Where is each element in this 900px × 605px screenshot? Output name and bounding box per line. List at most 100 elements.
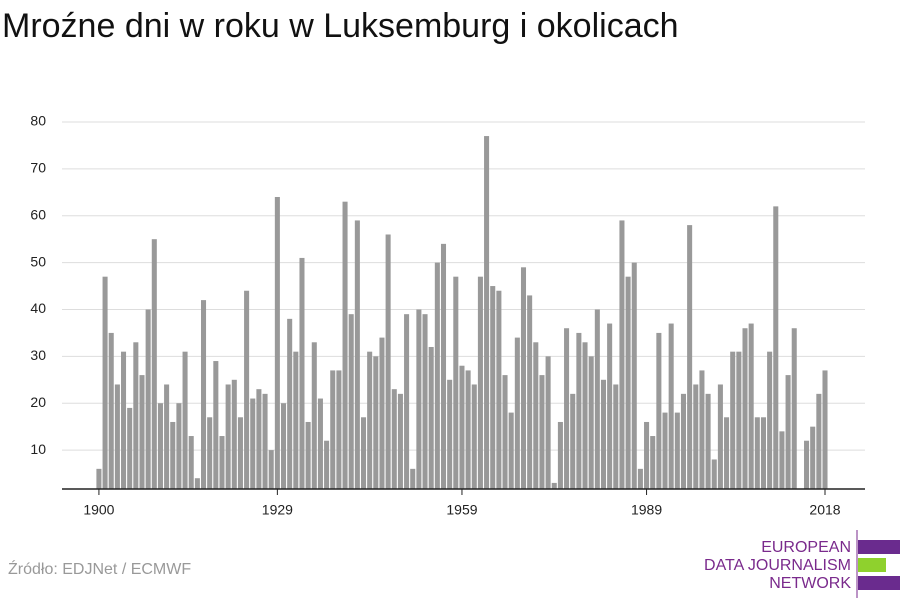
bar <box>477 276 483 489</box>
bar <box>816 393 822 489</box>
bar <box>194 478 200 489</box>
bar <box>416 309 422 489</box>
bar <box>576 332 582 489</box>
bar <box>256 389 262 489</box>
bar <box>600 379 607 489</box>
bar <box>588 356 594 489</box>
x-tick-label: 1989 <box>631 502 662 518</box>
bar <box>644 421 650 489</box>
x-tick-label: 1959 <box>446 502 477 518</box>
bar <box>133 342 139 489</box>
bar <box>545 356 551 489</box>
bar <box>705 393 711 489</box>
bar <box>822 370 828 489</box>
y-tick-label: 20 <box>30 394 46 410</box>
y-tick-label: 10 <box>30 441 46 457</box>
bar <box>360 417 367 489</box>
bar <box>219 436 225 489</box>
bar <box>121 351 127 489</box>
bar <box>379 337 385 489</box>
y-tick-label: 30 <box>30 347 46 363</box>
bar <box>557 421 563 489</box>
bar <box>650 436 656 489</box>
bar <box>699 370 705 489</box>
bar <box>207 417 213 489</box>
bar <box>373 356 379 489</box>
bar <box>213 361 219 489</box>
bar <box>311 342 317 489</box>
bar <box>157 403 163 489</box>
bar <box>299 257 305 489</box>
bar <box>564 328 570 489</box>
bar <box>785 375 791 489</box>
bar <box>354 220 360 489</box>
bar <box>724 417 730 489</box>
bar <box>668 323 674 489</box>
bar <box>471 384 477 489</box>
bar <box>674 412 680 489</box>
x-tick-label: 2018 <box>809 502 840 518</box>
logo-bar <box>858 576 900 590</box>
bar <box>791 328 797 489</box>
bar <box>711 459 717 489</box>
bar <box>176 403 182 489</box>
bar <box>244 290 250 489</box>
bar <box>619 220 625 489</box>
bar <box>404 314 410 489</box>
bar <box>151 239 157 489</box>
logo-text: EUROPEAN <box>761 539 851 556</box>
bar <box>570 393 576 489</box>
bar <box>804 440 810 489</box>
y-tick-label: 60 <box>30 206 46 222</box>
bar <box>188 436 194 489</box>
bar <box>114 384 120 489</box>
bar <box>508 412 514 489</box>
bar <box>385 234 391 489</box>
bar <box>533 342 539 489</box>
logo-text: DATA JOURNALISM <box>704 557 851 574</box>
bar <box>760 417 766 489</box>
bar <box>637 468 643 489</box>
y-tick-label: 70 <box>30 160 46 176</box>
bar <box>594 309 600 489</box>
bar <box>348 314 354 489</box>
bar <box>773 206 779 490</box>
bar <box>748 323 754 489</box>
bar <box>422 314 428 489</box>
bar <box>662 412 668 489</box>
bar <box>767 351 773 489</box>
bar <box>139 375 145 489</box>
bar <box>742 328 748 489</box>
bar <box>613 384 619 489</box>
bar <box>527 295 533 489</box>
logo-bar <box>858 558 886 572</box>
bar <box>551 482 557 489</box>
bar <box>317 398 323 489</box>
bar <box>102 276 108 489</box>
y-tick-label: 80 <box>30 113 46 129</box>
bar <box>631 262 637 489</box>
bar <box>514 337 520 489</box>
bar <box>330 370 336 489</box>
bar <box>127 407 133 489</box>
bar <box>237 417 243 489</box>
bar <box>231 379 237 489</box>
bar <box>342 201 348 489</box>
bar <box>520 267 527 489</box>
bar <box>145 309 151 489</box>
bar <box>225 384 231 489</box>
source: Źródło: EDJNet / ECMWF <box>8 559 191 578</box>
bar <box>336 370 342 489</box>
y-tick-label: 50 <box>30 253 46 269</box>
chart-title: Mroźne dni w roku w Luksemburg i okolica… <box>2 7 679 45</box>
bar <box>182 351 188 489</box>
bar <box>490 286 496 489</box>
bar <box>687 225 693 490</box>
y-tick-label: 40 <box>30 300 46 316</box>
bar <box>496 290 502 489</box>
bar <box>324 440 330 489</box>
x-tick-label: 1929 <box>262 502 293 518</box>
bar <box>287 318 293 489</box>
bar <box>484 136 490 489</box>
